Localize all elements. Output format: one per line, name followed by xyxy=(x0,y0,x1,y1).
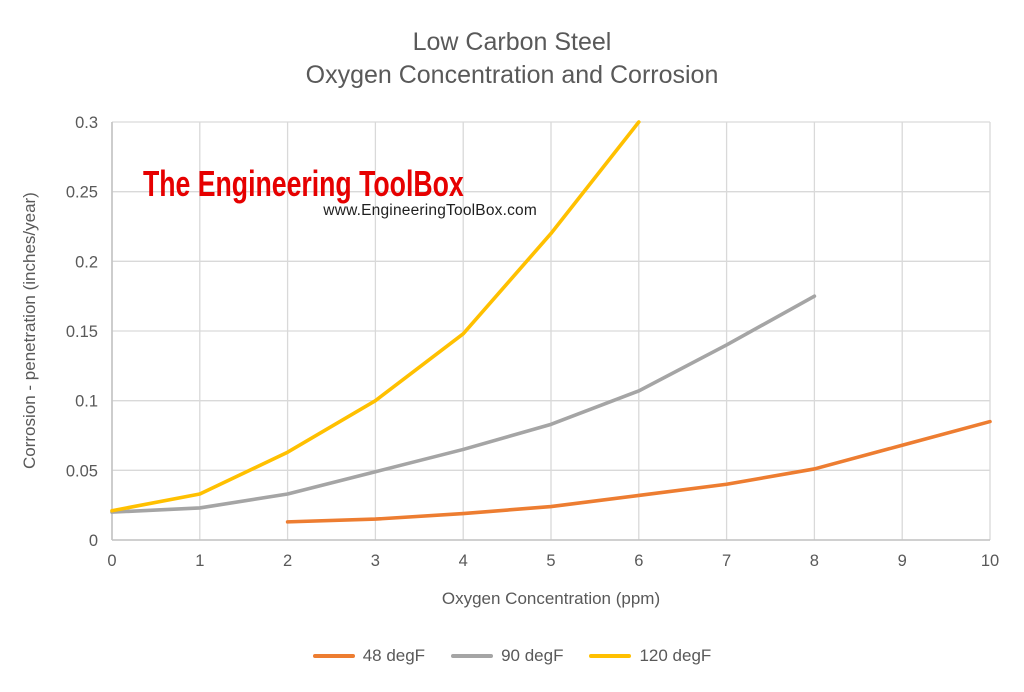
y-axis-title: Corrosion - penetration (inches/year) xyxy=(20,192,39,470)
legend-item-120-degf: 120 degF xyxy=(589,646,711,666)
x-tick-label: 6 xyxy=(634,552,643,570)
y-tick-label: 0.05 xyxy=(66,462,98,480)
watermark-brand: The Engineering ToolBox xyxy=(143,163,464,204)
x-tick-label: 4 xyxy=(459,552,468,570)
x-tick-label: 3 xyxy=(371,552,380,570)
x-tick-label: 1 xyxy=(195,552,204,570)
y-tick-label: 0.3 xyxy=(75,114,98,132)
series-line-48-degf xyxy=(285,419,992,524)
chart-title-line2: Oxygen Concentration and Corrosion xyxy=(305,61,719,89)
x-tick-label: 9 xyxy=(898,552,907,570)
x-tick-label: 8 xyxy=(810,552,819,570)
legend: 48 degF 90 degF 120 degF xyxy=(0,646,1024,666)
series-line-90-degf xyxy=(110,294,817,514)
x-tick-label: 0 xyxy=(107,552,116,570)
legend-label: 48 degF xyxy=(362,646,426,665)
y-tick-label: 0.1 xyxy=(75,393,98,411)
chart-title-line1: Low Carbon Steel xyxy=(412,28,612,56)
watermark-url: www.EngineeringToolBox.com xyxy=(323,202,537,219)
y-tick-label: 0.15 xyxy=(66,323,98,341)
x-tick-label: 7 xyxy=(722,552,731,570)
legend-swatch-90-degf xyxy=(451,654,494,658)
x-tick-label: 2 xyxy=(283,552,292,570)
chart-title: Low Carbon Steel Oxygen Concentration an… xyxy=(0,26,1024,92)
x-tick-label: 5 xyxy=(546,552,555,570)
legend-swatch-48-degf xyxy=(312,654,355,658)
x-tick-label: 10 xyxy=(981,552,999,570)
y-tick-label: 0.25 xyxy=(66,184,98,202)
y-tick-label: 0 xyxy=(89,532,98,550)
series-line-120-degf xyxy=(110,120,641,513)
legend-swatch-120-degf xyxy=(589,654,632,658)
x-axis-title: Oxygen Concentration (ppm) xyxy=(441,589,661,608)
legend-label: 90 degF xyxy=(501,646,564,665)
y-tick-label: 0.2 xyxy=(75,253,98,271)
legend-item-90-degf: 90 degF xyxy=(451,646,563,666)
legend-label: 120 degF xyxy=(639,646,712,665)
legend-item-48-degf: 48 degF xyxy=(312,646,426,666)
